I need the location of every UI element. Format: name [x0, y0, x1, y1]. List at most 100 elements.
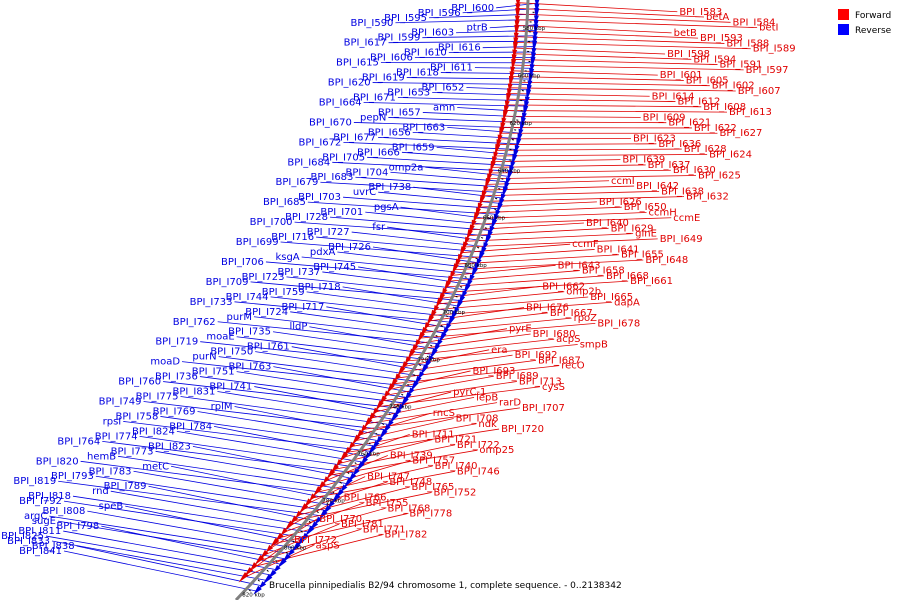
forward-gene-label: BPI_I649	[660, 234, 703, 245]
label-connector	[87, 510, 295, 549]
reverse-gene-label: BPI_I760	[118, 377, 161, 388]
label-connector	[493, 159, 621, 163]
forward-gene-label: BPI_I772	[294, 535, 337, 546]
kbp-tick	[248, 589, 251, 592]
forward-gene-label: smpB	[580, 340, 608, 351]
label-connector	[170, 465, 335, 501]
label-connector	[511, 76, 684, 81]
label-connector	[160, 416, 375, 447]
label-connector	[197, 411, 379, 442]
label-connector	[515, 42, 751, 50]
label-connector	[470, 222, 584, 231]
reverse-gene-label: moaE	[206, 332, 234, 343]
label-connector	[217, 391, 394, 420]
forward-gene-label: BPI_I662	[542, 281, 585, 292]
forward-gene-label: BPI_I612	[677, 97, 720, 108]
kbp-tick	[368, 442, 371, 445]
label-connector	[143, 401, 386, 431]
label-connector	[516, 24, 672, 34]
label-connector	[367, 156, 512, 166]
kbp-tick	[375, 432, 378, 435]
reverse-gene-glyph	[352, 468, 360, 477]
reverse-gene-label: BPI_I745	[313, 262, 356, 273]
reverse-gene-label: pgsA	[374, 202, 399, 213]
forward-gene-label: pyrC-1	[453, 387, 486, 398]
label-connector	[306, 476, 366, 505]
kbp-tick	[435, 334, 438, 337]
forward-gene-label: BPI_I626	[599, 197, 642, 208]
gene-glyphs	[238, 0, 540, 595]
label-connector	[76, 545, 262, 587]
kbp-tick	[475, 257, 478, 260]
forward-gene-label: BPI_I648	[645, 255, 688, 266]
label-connector	[316, 465, 433, 493]
label-connector	[363, 102, 526, 107]
reverse-gene-label: BPI_I783	[89, 466, 132, 477]
reverse-gene-label: BPI_I773	[111, 446, 154, 457]
label-connector	[355, 176, 506, 188]
label-connector	[517, 7, 704, 18]
label-connector	[494, 153, 708, 157]
label-connector	[51, 540, 267, 581]
label-connector	[270, 296, 453, 318]
label-connector	[273, 513, 408, 545]
reverse-gene-label: BPI_I741	[209, 382, 252, 393]
forward-gene-label: BPI_I781	[341, 519, 384, 530]
forward-gene-label: BPI_I607	[738, 86, 781, 97]
reverse-gene-label: BPI_I657	[378, 107, 421, 118]
forward-gene-label: BPI_I755	[366, 498, 409, 509]
forward-gene-label: rarD	[499, 398, 521, 409]
forward-gene-label: betA	[706, 12, 729, 23]
label-connector	[514, 47, 666, 55]
reverse-gene-label: fsr	[372, 222, 386, 233]
reverse-gene-glyph	[301, 532, 309, 541]
kbp-tick	[316, 511, 319, 514]
label-connector	[474, 212, 647, 219]
forward-gene-label: BPI_I650	[624, 202, 667, 213]
forward-gene-glyph	[414, 339, 421, 348]
kbp-tick	[477, 246, 480, 249]
forward-gene-label: acpS	[556, 334, 580, 345]
label-connector	[462, 8, 537, 14]
kbp-label: 720 kbp	[418, 357, 441, 363]
forward-gene-label: BPI_I768	[388, 503, 431, 514]
reverse-gene-label: BPI_I704	[346, 167, 389, 178]
reverse-gene-label: BPI_I733	[190, 297, 233, 308]
reverse-gene-glyph	[318, 509, 328, 521]
forward-gene-label: BPI_I605	[686, 75, 729, 86]
label-connector	[484, 185, 635, 191]
label-connector	[517, 2, 678, 13]
reverse-gene-label: BPI_I761	[247, 342, 290, 353]
reverse-gene-label: lldP	[289, 322, 307, 333]
kbp-tick	[308, 520, 311, 523]
label-connector	[440, 72, 531, 75]
label-connector	[102, 440, 356, 474]
label-connector	[456, 254, 620, 265]
forward-gene-label: BPI_I722	[457, 440, 500, 451]
label-connector	[447, 127, 521, 134]
label-connector	[329, 216, 491, 231]
label-connector	[426, 312, 548, 328]
chromosome-backbone	[234, 0, 530, 600]
reverse-gene-label: BPI_I798	[56, 521, 99, 532]
label-connector	[378, 386, 541, 408]
label-connector	[429, 307, 525, 322]
label-connector	[273, 366, 411, 393]
reverse-gene-label: BPI_I705	[322, 152, 365, 163]
label-connector	[482, 190, 660, 197]
forward-gene-glyph	[383, 390, 391, 399]
forward-gene-label: glnE	[635, 229, 657, 240]
forward-gene-label: BPI_I625	[698, 170, 741, 181]
forward-gene-label: dapA	[614, 297, 640, 308]
legend: Forward Reverse	[838, 9, 892, 36]
label-connector	[512, 70, 658, 76]
label-connector	[491, 164, 646, 168]
kbp-tick	[495, 197, 498, 200]
forward-gene-glyph	[407, 348, 416, 361]
label-connector	[343, 196, 499, 210]
label-connector	[448, 51, 534, 54]
kbp-tick	[401, 393, 404, 396]
label-connector	[496, 148, 682, 151]
reverse-gene-label: BPI_I716	[271, 232, 314, 243]
reverse-gene-label: BPI_I774	[95, 431, 138, 442]
